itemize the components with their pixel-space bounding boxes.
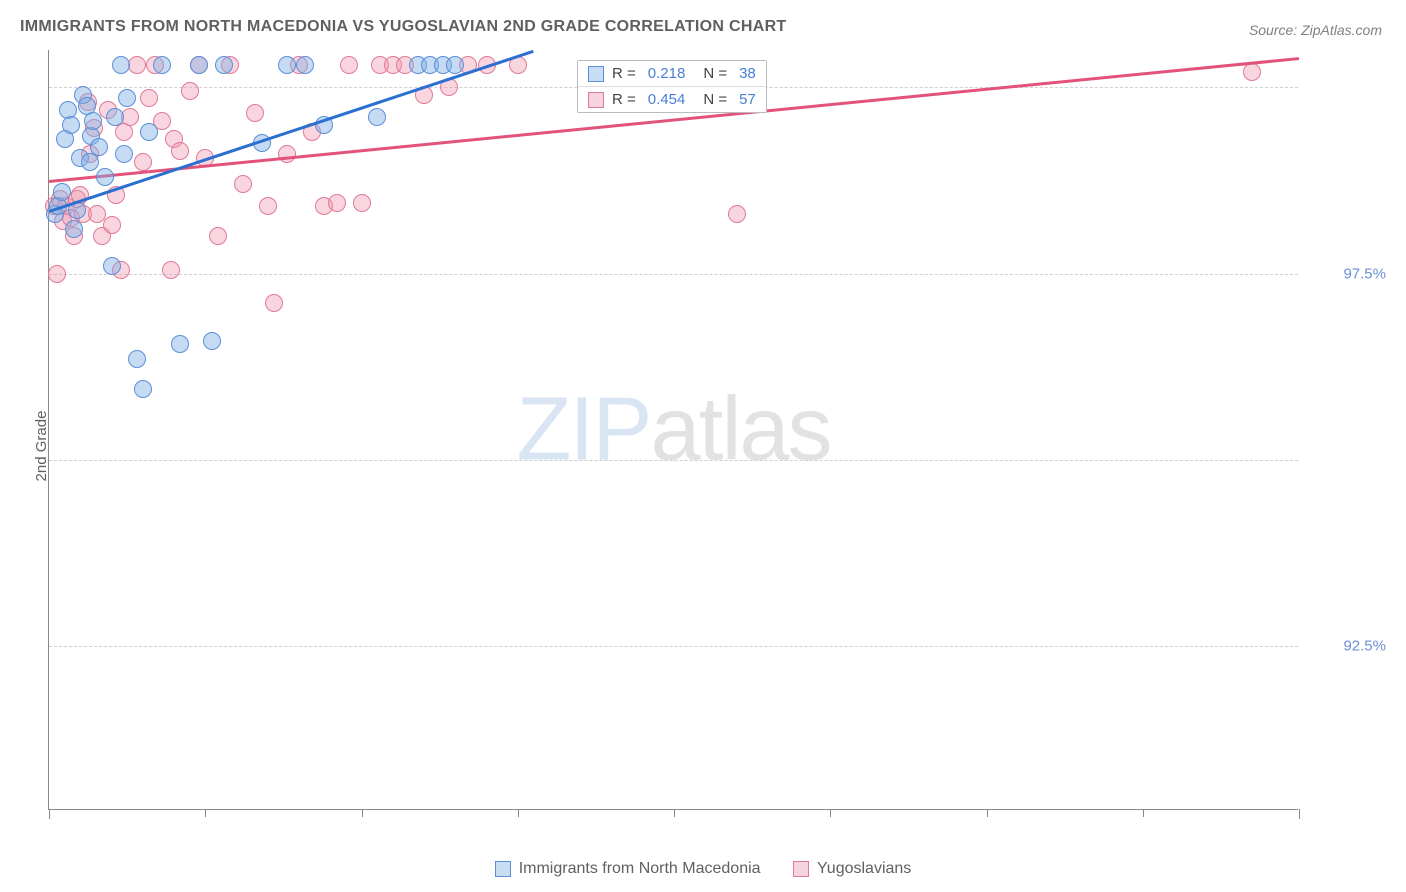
data-point-yugoslavians [134, 153, 152, 171]
legend-swatch-macedonia [495, 861, 511, 877]
corr-r-value: 0.218 [648, 65, 686, 82]
data-point-macedonia [134, 380, 152, 398]
data-point-yugoslavians [340, 56, 358, 74]
data-point-yugoslavians [128, 56, 146, 74]
data-point-yugoslavians [162, 261, 180, 279]
data-point-macedonia [215, 56, 233, 74]
data-point-macedonia [62, 116, 80, 134]
watermark-atlas: atlas [650, 379, 830, 479]
data-point-yugoslavians [171, 142, 189, 160]
x-tick [674, 809, 675, 817]
data-point-macedonia [153, 56, 171, 74]
data-point-macedonia [171, 335, 189, 353]
watermark-zip: ZIP [516, 379, 650, 479]
data-point-macedonia [190, 56, 208, 74]
watermark: ZIPatlas [516, 378, 830, 481]
data-point-yugoslavians [246, 104, 264, 122]
corr-n-label: N = [703, 91, 727, 108]
x-tick [205, 809, 206, 817]
source-label: Source: ZipAtlas.com [1249, 22, 1382, 38]
data-point-yugoslavians [1243, 63, 1261, 81]
corr-n-value: 38 [739, 65, 756, 82]
data-point-macedonia [90, 138, 108, 156]
data-point-macedonia [128, 350, 146, 368]
corr-r-value: 0.454 [648, 91, 686, 108]
legend-label-yugoslavians: Yugoslavians [817, 860, 911, 878]
x-tick [1143, 809, 1144, 817]
legend-label-macedonia: Immigrants from North Macedonia [519, 860, 761, 878]
x-tick [518, 809, 519, 817]
corr-n-label: N = [703, 65, 727, 82]
x-tick [987, 809, 988, 817]
data-point-macedonia [118, 89, 136, 107]
x-tick [830, 809, 831, 817]
x-tick [362, 809, 363, 817]
data-point-yugoslavians [259, 197, 277, 215]
data-point-macedonia [96, 168, 114, 186]
x-tick [49, 809, 50, 819]
chart-title: IMMIGRANTS FROM NORTH MACEDONIA VS YUGOS… [20, 18, 787, 36]
y-tick-label: 92.5% [1308, 638, 1386, 655]
legend-item-yugoslavians: Yugoslavians [793, 860, 911, 878]
data-point-macedonia [84, 112, 102, 130]
data-point-macedonia [115, 145, 133, 163]
data-point-yugoslavians [209, 227, 227, 245]
data-point-macedonia [278, 56, 296, 74]
data-point-macedonia [53, 183, 71, 201]
gridline [49, 274, 1298, 275]
data-point-yugoslavians [121, 108, 139, 126]
gridline [49, 646, 1298, 647]
data-point-yugoslavians [103, 216, 121, 234]
y-tick-label: 97.5% [1308, 265, 1386, 282]
correlation-row-yugoslavians: R = 0.454 N = 57 [578, 86, 766, 112]
data-point-macedonia [103, 257, 121, 275]
x-tick [1299, 809, 1300, 819]
data-point-macedonia [112, 56, 130, 74]
correlation-row-macedonia: R = 0.218 N = 38 [578, 61, 766, 86]
gridline [49, 460, 1298, 461]
data-point-yugoslavians [353, 194, 371, 212]
data-point-yugoslavians [234, 175, 252, 193]
corr-r-label: R = [612, 65, 636, 82]
data-point-yugoslavians [728, 205, 746, 223]
plot-area: ZIPatlas 92.5%97.5%R =0.218N =38R =0.454… [48, 50, 1298, 810]
correlation-legend: R = 0.218 N = 38 R = 0.454 N = 57 [577, 60, 767, 113]
legend-item-macedonia: Immigrants from North Macedonia [495, 860, 761, 878]
data-point-macedonia [203, 332, 221, 350]
data-point-yugoslavians [278, 145, 296, 163]
bottom-legend: Immigrants from North Macedonia Yugoslav… [0, 860, 1406, 882]
corr-r-label: R = [612, 91, 636, 108]
corr-n-value: 57 [739, 91, 756, 108]
corr-swatch-yugoslavians [588, 92, 604, 108]
corr-swatch-macedonia [588, 66, 604, 82]
data-point-macedonia [446, 56, 464, 74]
data-point-macedonia [368, 108, 386, 126]
data-point-yugoslavians [48, 265, 66, 283]
data-point-macedonia [140, 123, 158, 141]
data-point-yugoslavians [265, 294, 283, 312]
legend-swatch-yugoslavians [793, 861, 809, 877]
data-point-yugoslavians [328, 194, 346, 212]
data-point-macedonia [296, 56, 314, 74]
data-point-yugoslavians [140, 89, 158, 107]
data-point-yugoslavians [181, 82, 199, 100]
data-point-macedonia [106, 108, 124, 126]
chart-container: IMMIGRANTS FROM NORTH MACEDONIA VS YUGOS… [0, 0, 1406, 892]
data-point-macedonia [65, 220, 83, 238]
